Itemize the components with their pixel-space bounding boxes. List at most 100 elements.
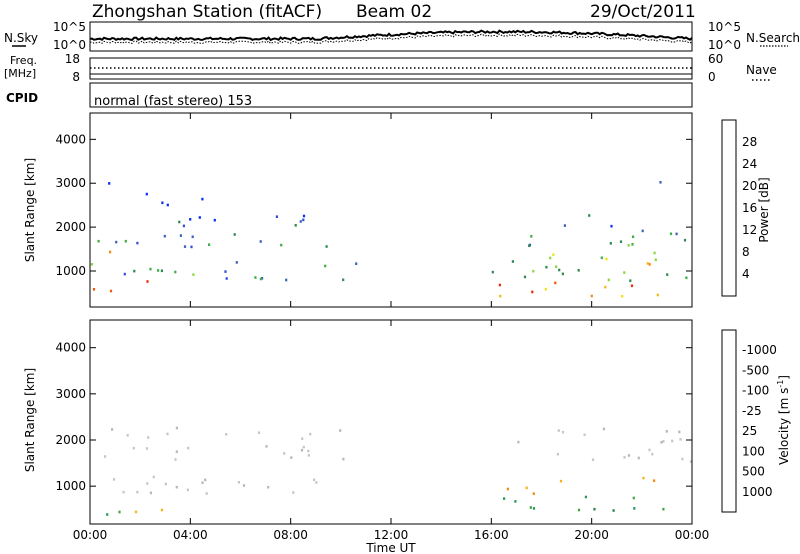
heatmap-cell xyxy=(307,454,310,457)
heatmap-cell xyxy=(149,491,152,495)
heatmap-cell xyxy=(671,439,674,443)
heatmap-cell xyxy=(528,244,531,247)
heatmap-cell xyxy=(600,256,603,260)
cpid-frame xyxy=(89,82,693,108)
heatmap-cell xyxy=(126,434,129,437)
heatmap-cell xyxy=(179,234,182,237)
heatmap-cell xyxy=(660,441,663,444)
heatmap-cell xyxy=(529,506,532,509)
velocity-heatmap-cells xyxy=(104,426,693,516)
colorbar-tick-label: 25 xyxy=(742,424,757,438)
heatmap-cell xyxy=(342,457,345,461)
heatmap-cell xyxy=(161,201,164,205)
heatmap-cell xyxy=(654,258,657,262)
heatmap-cell xyxy=(549,256,552,260)
velocity-ylabel: Slant Range [km] xyxy=(23,368,37,472)
heatmap-cell xyxy=(325,245,328,248)
heatmap-cell xyxy=(662,507,665,511)
power-frame xyxy=(89,112,693,308)
heatmap-cell xyxy=(301,437,304,440)
heatmap-cell xyxy=(213,218,216,222)
heatmap-cell xyxy=(160,269,163,273)
heatmap-cell xyxy=(174,458,177,461)
power-heatmap-cells xyxy=(90,181,688,298)
colorbar-tick-label: -500 xyxy=(742,363,769,377)
heatmap-cell xyxy=(531,290,534,294)
beam-label: Beam 02 xyxy=(356,2,432,22)
heatmap-cell xyxy=(201,481,204,484)
heatmap-cell xyxy=(633,507,636,510)
heatmap-cell xyxy=(662,440,665,443)
power-ylabel: Slant Range [km] xyxy=(23,158,37,262)
heatmap-cell xyxy=(205,492,208,495)
velocity-y-ticks: 1000 2000 3000 4000 xyxy=(55,341,692,493)
heatmap-cell xyxy=(187,446,190,450)
heatmap-cell xyxy=(602,427,605,431)
station-title: Zhongshan Station (fitACF) xyxy=(92,2,322,22)
heatmap-cell xyxy=(112,478,116,481)
heatmap-cell xyxy=(123,272,126,276)
colorbar-tick-label: 20 xyxy=(742,179,757,193)
heatmap-cell xyxy=(204,478,207,482)
nsearch-trace xyxy=(89,33,693,45)
heatmap-cell xyxy=(182,224,185,228)
heatmap-cell xyxy=(145,192,148,196)
heatmap-cell xyxy=(669,232,673,236)
nsearch-tick-bottom: 10^0 xyxy=(708,38,741,52)
heatmap-cell xyxy=(577,269,580,272)
heatmap-cell xyxy=(665,430,668,433)
heatmap-cell xyxy=(555,265,558,268)
heatmap-cell xyxy=(561,272,564,276)
heatmap-cell xyxy=(629,279,632,282)
colorbar-tick-label: -100 xyxy=(742,384,769,398)
nsky-panel: N.Sky 10^5 10^0 10^5 10^0 N.Search xyxy=(4,20,800,52)
heatmap-cell xyxy=(109,250,112,254)
colorbar-tick-label: 8 xyxy=(742,245,750,259)
heatmap-cell xyxy=(653,479,656,482)
heatmap-cell xyxy=(641,229,644,233)
heatmap-cell xyxy=(339,429,342,432)
heatmap-cell xyxy=(92,288,96,291)
heatmap-cell xyxy=(675,232,678,236)
velocity-panel: 1000 2000 3000 4000 Slant Range [km] 1000 50… xyxy=(23,319,791,525)
nsky-frame xyxy=(89,21,693,52)
heatmap-cell xyxy=(631,243,634,246)
colorbar-tick-label: 100 xyxy=(742,444,765,458)
heatmap-cell xyxy=(147,436,150,439)
heatmap-cell xyxy=(659,181,662,184)
velocity-frame xyxy=(89,319,693,525)
heatmap-cell xyxy=(175,426,178,430)
colorbar-tick-label: 12 xyxy=(742,223,757,237)
freq-panel: Freq. [MHz] 18 8 60 0 Nave xyxy=(4,52,777,84)
heatmap-cell xyxy=(152,475,155,479)
heatmap-cell xyxy=(97,239,100,243)
colorbar-tick-label: 28 xyxy=(742,135,757,149)
heatmap-cell xyxy=(532,507,536,510)
heatmap-cell xyxy=(122,490,125,494)
heatmap-cell xyxy=(648,263,651,266)
heatmap-cell xyxy=(157,269,160,272)
heatmap-cell xyxy=(302,214,306,218)
heatmap-cell xyxy=(254,276,257,279)
heatmap-cell xyxy=(294,224,297,227)
heatmap-cell xyxy=(175,485,178,489)
heatmap-cell xyxy=(90,263,93,266)
heatmap-cell xyxy=(290,456,293,459)
heatmap-cell xyxy=(309,432,312,436)
heatmap-cell xyxy=(681,457,684,461)
x-tick-label: 00:00 xyxy=(73,528,108,542)
heatmap-cell xyxy=(593,507,596,511)
colorbar-tick-label: 16 xyxy=(742,201,757,215)
heatmap-cell xyxy=(186,488,189,492)
x-tick-label: 20:00 xyxy=(574,528,609,542)
heatmap-cell xyxy=(225,277,228,280)
cpid-panel: CPID normal (fast stereo) 153 xyxy=(6,82,693,109)
heatmap-cell xyxy=(630,284,634,288)
x-tick-label: 04:00 xyxy=(173,528,208,542)
heatmap-cell xyxy=(235,261,238,264)
heatmap-cell xyxy=(292,491,295,494)
heatmap-cell xyxy=(557,429,560,432)
colorbar-tick-label: -1000 xyxy=(742,343,777,357)
heatmap-cell xyxy=(160,508,163,512)
y-tick-label: 3000 xyxy=(55,387,86,401)
